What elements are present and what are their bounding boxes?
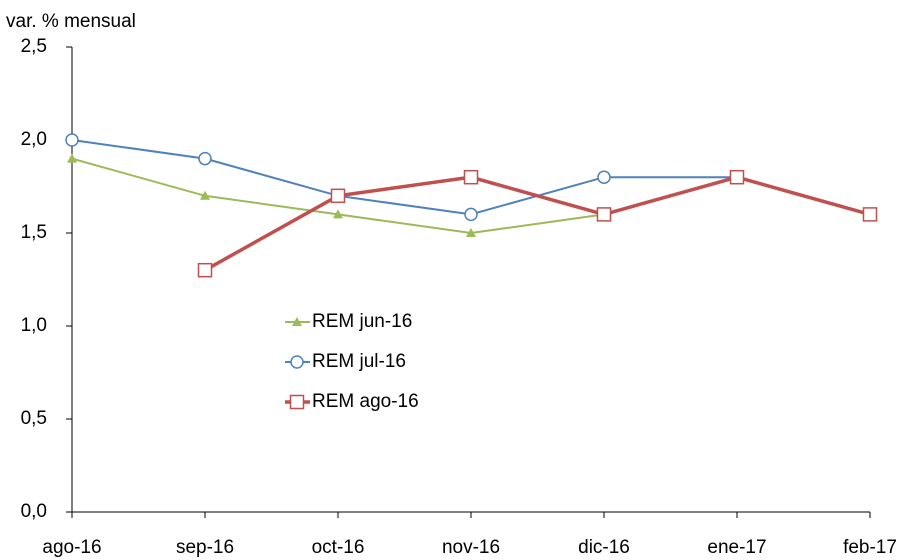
y-tick-label: 1,5	[21, 222, 47, 243]
marker	[330, 188, 346, 204]
series-line	[204, 175, 871, 272]
y-tick-label: 2,5	[21, 36, 47, 57]
legend-label: REM jun-16	[312, 311, 412, 332]
x-tick-label: dic-16	[578, 537, 630, 558]
marker	[290, 355, 304, 369]
x-tick-label: oct-16	[312, 537, 365, 558]
x-tick-label: nov-16	[442, 537, 500, 558]
y-tick-label: 2,0	[21, 129, 47, 150]
series-line	[71, 139, 737, 216]
x-tick-label: ene-17	[707, 537, 766, 558]
marker	[862, 207, 878, 222]
legend-label: REM ago-16	[312, 391, 419, 412]
x-tick-label: sep-16	[176, 537, 234, 558]
marker	[596, 207, 612, 222]
marker	[333, 209, 343, 219]
marker	[289, 394, 305, 410]
y-tick-label: 1,0	[21, 315, 47, 336]
marker	[463, 169, 479, 185]
legend-label: REM jul-16	[312, 351, 406, 372]
marker	[198, 151, 212, 166]
marker	[67, 153, 77, 163]
marker	[464, 207, 478, 222]
y-tick-label: 0,0	[21, 501, 47, 522]
y-axis-label: var. % mensual	[6, 11, 136, 32]
marker	[65, 133, 79, 147]
x-tick-label: ago-16	[42, 537, 101, 558]
marker	[466, 228, 476, 237]
marker	[197, 262, 213, 278]
y-tick-label: 0,5	[21, 408, 47, 429]
marker	[729, 169, 745, 185]
marker	[597, 170, 611, 184]
x-tick-label: feb-17	[843, 537, 897, 558]
marker	[200, 190, 210, 200]
marker	[292, 317, 302, 326]
